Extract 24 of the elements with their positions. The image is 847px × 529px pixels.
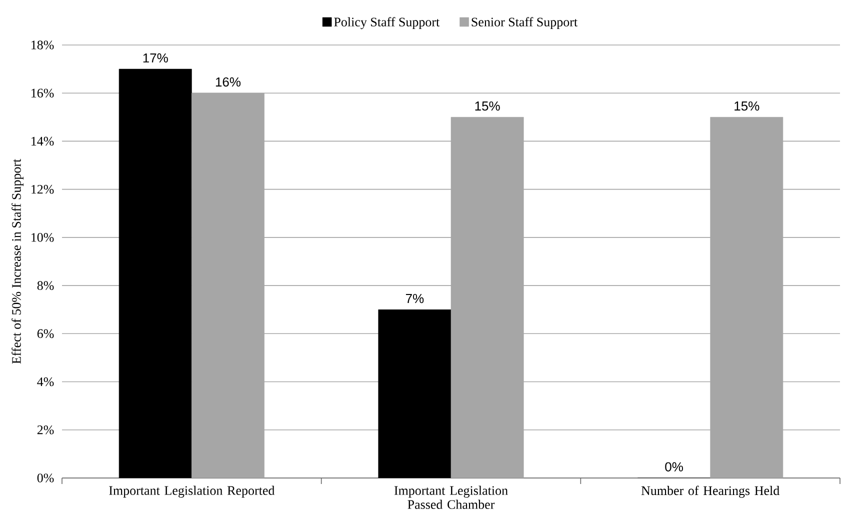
y-tick-label: 10% bbox=[32, 233, 54, 242]
y-tick-label: 16% bbox=[32, 88, 54, 98]
y-tick-label: 12% bbox=[32, 184, 54, 194]
y-tick-label: 18% bbox=[32, 40, 54, 50]
y-axis-title: Effect of 50% Increase in Staff Support bbox=[12, 158, 24, 364]
data-label: 16% bbox=[216, 77, 241, 87]
legend-label: Policy Staff Support bbox=[334, 17, 440, 30]
y-tick-label: 2% bbox=[37, 425, 54, 434]
bar bbox=[378, 309, 452, 478]
x-tick-label: Important Legislation Reported bbox=[109, 486, 275, 498]
bar bbox=[118, 68, 192, 478]
y-tick-label: 14% bbox=[32, 136, 54, 146]
x-tick-label: Important Legislation Passed Chamber bbox=[394, 486, 508, 509]
data-label: 17% bbox=[143, 53, 168, 63]
data-label: 15% bbox=[734, 101, 760, 111]
data-label: 0% bbox=[665, 462, 683, 472]
y-tick-label: 6% bbox=[37, 329, 54, 338]
x-tick-label: Number of Hearings Held bbox=[641, 486, 780, 498]
y-tick-label: 4% bbox=[37, 377, 54, 386]
legend-label: Senior Staff Support bbox=[472, 17, 578, 30]
data-label: 15% bbox=[475, 101, 500, 111]
y-tick-label: 8% bbox=[37, 281, 54, 290]
y-tick-label: 0% bbox=[37, 474, 54, 482]
data-label: 7% bbox=[406, 294, 424, 304]
